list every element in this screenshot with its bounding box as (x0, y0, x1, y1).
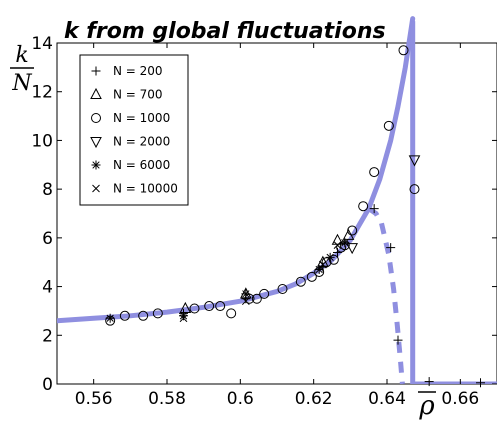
fit-curve-drop (410, 21, 497, 384)
data-point (347, 225, 358, 236)
data-point (226, 308, 237, 319)
fit-curve-dashed (367, 206, 405, 384)
y-axis-label-numerator: k (15, 43, 28, 68)
data-point (189, 303, 200, 314)
data-point (241, 289, 251, 299)
data-point (251, 293, 262, 304)
ticks: 0.56 0.58 0.6 0.62 0.64 0.66 0 2 4 6 8 10 12 14 (31, 34, 497, 409)
legend-box (79, 54, 189, 206)
legend-marker (91, 66, 101, 76)
data-markers (105, 45, 485, 388)
legend: N = 200 N = 700 N = 1000 N = 2000 N = 6000 N … (79, 54, 189, 206)
data-point (393, 335, 403, 345)
legend-marker (90, 137, 102, 149)
series-triangle-up (179, 228, 355, 313)
legend-label: N = 200 (113, 64, 163, 78)
data-point (386, 243, 396, 253)
data-point (328, 254, 339, 265)
y-axis-label: k N (10, 43, 34, 96)
data-point (241, 297, 250, 306)
data-point (152, 308, 163, 319)
data-point (105, 313, 115, 323)
legend-marker (90, 87, 102, 99)
data-point (215, 301, 226, 312)
x-tick-label: 0.64 (368, 389, 406, 409)
series-cross (179, 241, 342, 323)
legend-label: N = 10000 (113, 182, 178, 196)
plot-frame (56, 42, 497, 385)
series-triangle-down (346, 155, 421, 255)
legend-entry: N = 6000 (91, 158, 170, 172)
axes (56, 42, 497, 385)
data-point (295, 276, 306, 287)
legend-entry: N = 10000 (92, 182, 178, 196)
legend-entry: N = 1000 (91, 111, 170, 125)
y-tick-label: 2 (42, 326, 53, 346)
legend-entry: N = 200 (91, 64, 163, 78)
legend-entry: N = 2000 (90, 135, 170, 149)
data-point (119, 310, 130, 321)
data-point (259, 288, 270, 299)
legend-marker (92, 184, 100, 193)
data-point (314, 265, 324, 275)
y-tick-label: 0 (42, 375, 53, 395)
legend-label: N = 6000 (113, 158, 170, 172)
x-tick-label: 0.56 (75, 389, 113, 409)
data-point (179, 301, 192, 313)
legend-entry: N = 700 (90, 87, 163, 102)
legend-label: N = 2000 (113, 135, 170, 149)
series-plus (179, 204, 485, 388)
data-point (325, 252, 335, 262)
chart-title: k from global fluctuations (64, 19, 386, 44)
data-point (408, 155, 421, 167)
x-axis-label-text: ρ (418, 391, 435, 421)
data-point (409, 184, 420, 195)
data-point (358, 201, 369, 212)
data-point (179, 314, 188, 323)
data-point (138, 310, 149, 321)
series-asterisk (105, 238, 350, 323)
y-tick-label: 10 (31, 131, 53, 151)
legend-marker (91, 113, 101, 123)
x-tick-label: 0.66 (441, 389, 479, 409)
x-tick-label: 0.58 (148, 389, 186, 409)
data-point (204, 301, 215, 312)
x-tick-label: 0.62 (295, 389, 333, 409)
data-point (333, 241, 342, 250)
legend-label: N = 700 (113, 88, 163, 102)
data-point (179, 311, 188, 321)
data-point (340, 238, 350, 248)
x-tick-label: 0.6 (227, 389, 254, 409)
y-axis-label-denominator: N (11, 71, 32, 96)
data-point (398, 45, 409, 56)
y-tick-label: 4 (42, 278, 53, 298)
y-tick-label: 8 (42, 180, 53, 200)
data-point (369, 167, 380, 178)
data-point (424, 377, 434, 387)
data-point (476, 378, 485, 388)
data-point (383, 120, 394, 131)
y-tick-label: 12 (31, 83, 53, 103)
legend-marker (91, 160, 101, 170)
data-point (346, 243, 358, 255)
data-point (306, 271, 317, 282)
y-tick-label: 14 (31, 34, 53, 54)
x-axis-label: ρ (418, 391, 436, 421)
y-tick-label: 6 (42, 229, 53, 249)
data-point (369, 204, 379, 214)
data-point (318, 260, 327, 269)
data-point (277, 284, 288, 295)
legend-label: N = 1000 (113, 111, 170, 125)
